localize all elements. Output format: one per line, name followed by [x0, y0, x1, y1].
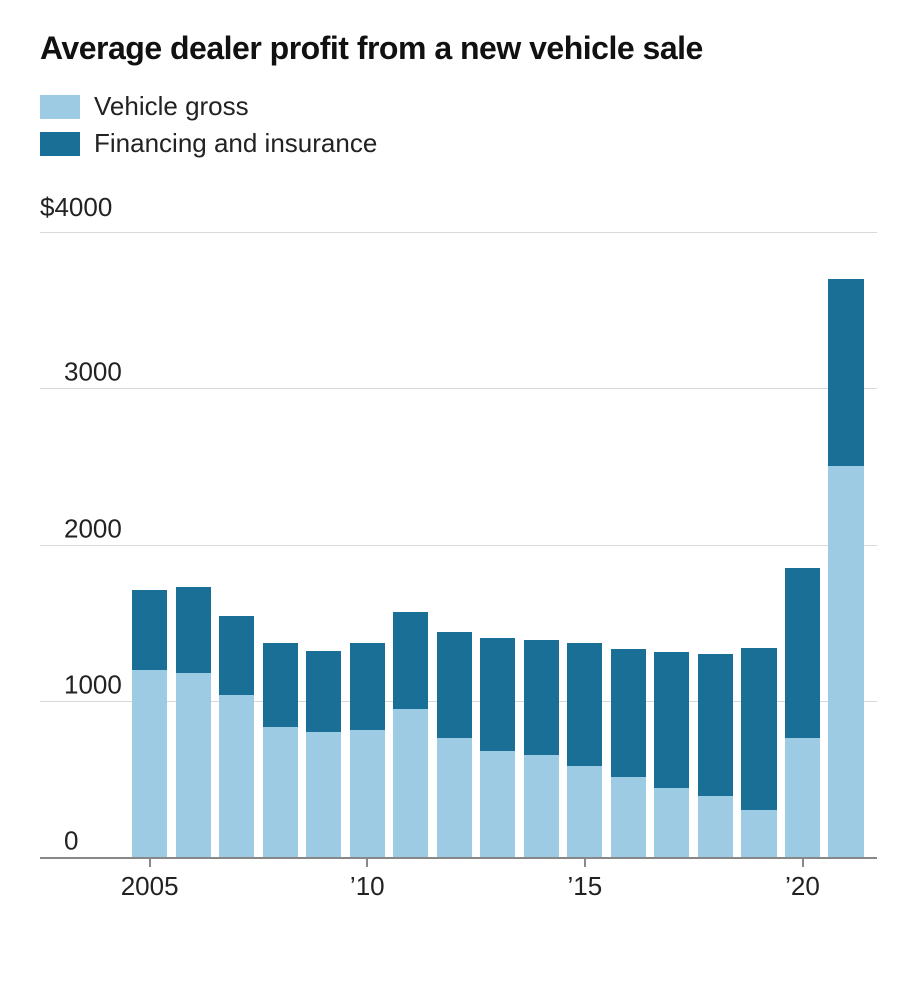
bar-segment-vehicle-gross	[828, 466, 863, 857]
bar-2014	[524, 640, 559, 857]
bar-segment-financing-insurance	[567, 643, 602, 766]
x-tick	[802, 857, 804, 867]
bar-2010	[350, 643, 385, 857]
bar-segment-financing-insurance	[263, 643, 298, 727]
bar-segment-vehicle-gross	[567, 766, 602, 857]
bar-segment-vehicle-gross	[524, 755, 559, 857]
legend-item-financing-insurance: Financing and insurance	[40, 128, 877, 159]
bar-segment-financing-insurance	[393, 612, 428, 709]
bar-2011	[393, 612, 428, 857]
bar-segment-vehicle-gross	[393, 709, 428, 857]
x-axis	[40, 857, 877, 859]
bar-segment-vehicle-gross	[741, 810, 776, 857]
bar-2007	[219, 616, 254, 857]
bar-segment-financing-insurance	[698, 654, 733, 796]
x-axis-label: ’15	[568, 871, 603, 902]
legend-item-vehicle-gross: Vehicle gross	[40, 91, 877, 122]
bar-segment-vehicle-gross	[698, 796, 733, 857]
bar-segment-financing-insurance	[219, 616, 254, 694]
bar-segment-financing-insurance	[741, 648, 776, 811]
bar-segment-financing-insurance	[611, 649, 646, 777]
bar-segment-vehicle-gross	[611, 777, 646, 857]
x-axis-label: ’10	[350, 871, 385, 902]
y-axis-label: $4000	[40, 192, 112, 223]
legend-label-financing-insurance: Financing and insurance	[94, 128, 377, 159]
chart-title: Average dealer profit from a new vehicle…	[40, 30, 877, 67]
bar-2008	[263, 643, 298, 857]
bar-segment-financing-insurance	[480, 638, 515, 751]
bars-container	[40, 232, 877, 857]
bar-segment-vehicle-gross	[306, 732, 341, 857]
bar-segment-vehicle-gross	[219, 695, 254, 858]
bar-segment-vehicle-gross	[785, 738, 820, 857]
legend: Vehicle gross Financing and insurance	[40, 91, 877, 159]
legend-swatch-vehicle-gross	[40, 95, 80, 119]
bar-segment-vehicle-gross	[263, 727, 298, 857]
bar-segment-financing-insurance	[437, 632, 472, 738]
bar-segment-vehicle-gross	[480, 751, 515, 857]
x-tick	[149, 857, 151, 867]
x-tick	[584, 857, 586, 867]
bar-2005	[132, 590, 167, 857]
bar-segment-financing-insurance	[785, 568, 820, 738]
bar-segment-vehicle-gross	[132, 670, 167, 858]
bar-segment-financing-insurance	[524, 640, 559, 756]
bar-segment-vehicle-gross	[437, 738, 472, 857]
bar-2021	[828, 279, 863, 857]
bar-2006	[176, 587, 211, 857]
x-axis-label: ’20	[785, 871, 820, 902]
bar-2017	[654, 652, 689, 857]
bar-segment-financing-insurance	[828, 279, 863, 467]
bar-segment-financing-insurance	[654, 652, 689, 788]
bar-segment-financing-insurance	[176, 587, 211, 673]
bar-2016	[611, 649, 646, 857]
bar-2013	[480, 638, 515, 857]
bar-2015	[567, 643, 602, 857]
bar-segment-financing-insurance	[350, 643, 385, 731]
bar-2019	[741, 648, 776, 857]
bar-segment-vehicle-gross	[176, 673, 211, 857]
x-tick	[366, 857, 368, 867]
bar-2018	[698, 654, 733, 857]
x-axis-label: 2005	[121, 871, 179, 902]
bar-segment-vehicle-gross	[654, 788, 689, 857]
bar-segment-financing-insurance	[306, 651, 341, 732]
bar-2020	[785, 568, 820, 857]
legend-label-vehicle-gross: Vehicle gross	[94, 91, 249, 122]
chart-area: $400030002000100002005’10’15’20	[40, 187, 877, 907]
bar-2012	[437, 632, 472, 857]
legend-swatch-financing-insurance	[40, 132, 80, 156]
bar-2009	[306, 651, 341, 857]
bar-segment-vehicle-gross	[350, 730, 385, 857]
bar-segment-financing-insurance	[132, 590, 167, 670]
